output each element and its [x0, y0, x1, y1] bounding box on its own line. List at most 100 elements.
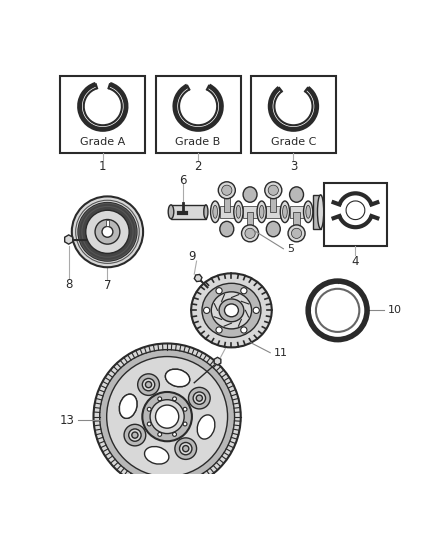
Circle shape [241, 327, 247, 333]
Circle shape [180, 442, 192, 455]
FancyBboxPatch shape [313, 195, 321, 229]
Circle shape [124, 424, 146, 446]
Text: 13: 13 [59, 414, 74, 427]
FancyBboxPatch shape [247, 212, 253, 233]
Circle shape [216, 327, 222, 333]
Circle shape [291, 228, 302, 238]
Circle shape [147, 422, 151, 426]
Circle shape [241, 288, 247, 294]
Circle shape [158, 397, 162, 401]
Bar [251, 76, 336, 152]
FancyBboxPatch shape [220, 206, 234, 218]
Circle shape [183, 422, 187, 426]
Ellipse shape [234, 201, 243, 223]
Text: 8: 8 [65, 278, 72, 290]
Ellipse shape [145, 447, 169, 464]
Circle shape [193, 392, 205, 405]
Circle shape [138, 374, 159, 395]
Circle shape [155, 405, 179, 428]
FancyBboxPatch shape [270, 190, 276, 212]
Circle shape [173, 397, 177, 401]
Circle shape [145, 382, 152, 387]
Circle shape [222, 185, 232, 195]
Text: Grade C: Grade C [271, 137, 316, 147]
Ellipse shape [259, 205, 264, 219]
Circle shape [93, 343, 241, 490]
Ellipse shape [236, 205, 241, 219]
Circle shape [196, 395, 202, 401]
Circle shape [78, 203, 137, 261]
Circle shape [188, 387, 210, 409]
Text: 1: 1 [99, 160, 106, 173]
Circle shape [173, 432, 177, 437]
Ellipse shape [191, 273, 272, 348]
Circle shape [183, 446, 189, 451]
FancyBboxPatch shape [171, 205, 206, 219]
Ellipse shape [219, 299, 244, 322]
Circle shape [95, 220, 120, 244]
Ellipse shape [224, 304, 238, 317]
Ellipse shape [290, 187, 304, 202]
Circle shape [245, 228, 255, 238]
Bar [60, 76, 145, 152]
FancyBboxPatch shape [266, 206, 280, 218]
Text: 6: 6 [179, 174, 187, 187]
Ellipse shape [211, 201, 220, 223]
Text: 5: 5 [287, 244, 294, 254]
FancyBboxPatch shape [243, 206, 257, 218]
Circle shape [268, 185, 279, 195]
FancyBboxPatch shape [293, 212, 300, 233]
Ellipse shape [318, 195, 324, 229]
Circle shape [158, 432, 162, 437]
Circle shape [253, 308, 259, 313]
Circle shape [288, 225, 305, 242]
Circle shape [241, 225, 258, 242]
Ellipse shape [197, 415, 215, 439]
Circle shape [183, 407, 187, 411]
Bar [106, 220, 109, 227]
Circle shape [129, 429, 141, 441]
Circle shape [175, 438, 197, 459]
Text: Grade B: Grade B [176, 137, 221, 147]
Text: Grade A: Grade A [80, 137, 125, 147]
Circle shape [142, 378, 155, 391]
Ellipse shape [120, 394, 137, 418]
Ellipse shape [168, 205, 174, 219]
Circle shape [142, 392, 192, 441]
Ellipse shape [202, 284, 261, 337]
Ellipse shape [213, 205, 218, 219]
Bar [155, 76, 241, 152]
Text: 2: 2 [194, 160, 202, 173]
Ellipse shape [220, 221, 234, 237]
Ellipse shape [120, 394, 137, 418]
Ellipse shape [266, 221, 280, 237]
Text: 11: 11 [274, 348, 288, 358]
Ellipse shape [304, 201, 313, 223]
Text: 7: 7 [104, 279, 111, 292]
Ellipse shape [166, 369, 190, 387]
Ellipse shape [243, 187, 257, 202]
Text: 3: 3 [290, 160, 297, 173]
Circle shape [86, 210, 129, 253]
Ellipse shape [257, 201, 266, 223]
Text: 10: 10 [388, 305, 402, 316]
Circle shape [216, 288, 222, 294]
Ellipse shape [211, 292, 251, 329]
Circle shape [218, 182, 235, 199]
Text: 12: 12 [231, 335, 247, 348]
Circle shape [132, 432, 138, 438]
Ellipse shape [204, 205, 208, 219]
Ellipse shape [280, 201, 290, 223]
Circle shape [204, 308, 210, 313]
Circle shape [150, 400, 184, 433]
Circle shape [107, 357, 228, 477]
Text: 9: 9 [188, 250, 196, 263]
Bar [324, 182, 387, 246]
Ellipse shape [283, 205, 287, 219]
Circle shape [100, 350, 235, 483]
Circle shape [265, 182, 282, 199]
Ellipse shape [166, 369, 190, 387]
FancyBboxPatch shape [224, 190, 230, 212]
Circle shape [147, 407, 151, 411]
Text: 4: 4 [352, 255, 359, 268]
